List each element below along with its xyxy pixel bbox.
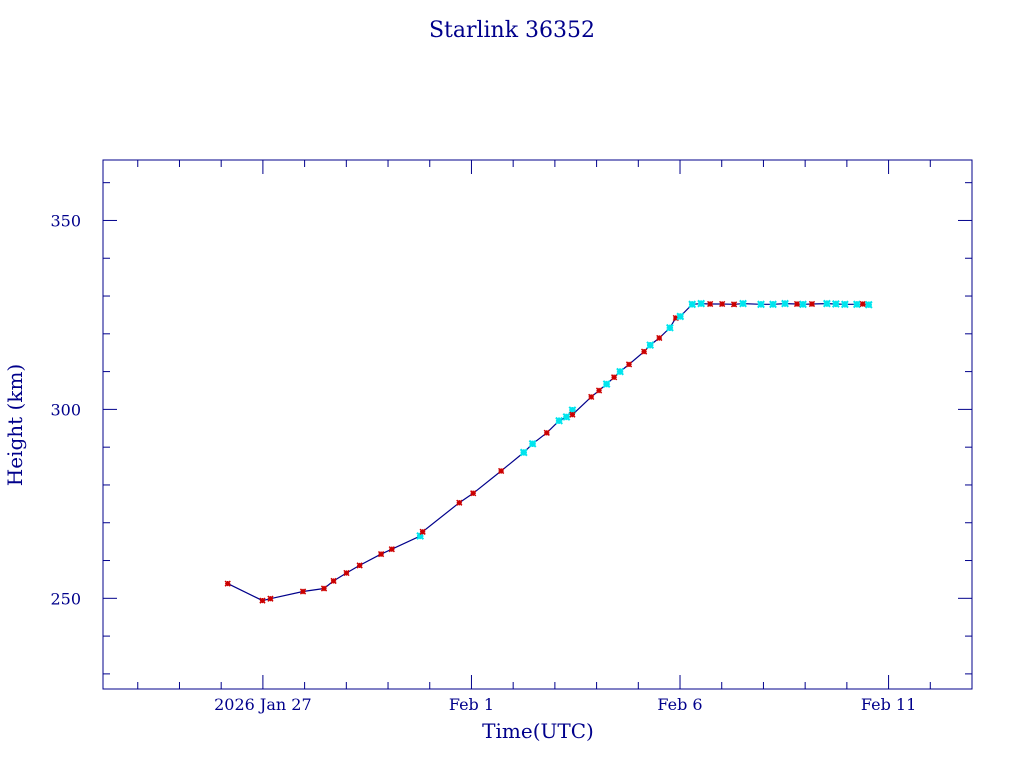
data-point-red — [299, 588, 307, 595]
data-point-red — [343, 569, 350, 577]
data-point-red — [377, 550, 385, 558]
data-point-red — [259, 597, 266, 604]
data-point-red — [793, 300, 801, 308]
y-tick-label: 350 — [50, 211, 81, 230]
series-line — [227, 302, 869, 602]
x-tick-label: Feb 1 — [449, 695, 494, 714]
data-point-red — [419, 528, 426, 535]
y-axis-label: Height (km) — [3, 364, 27, 486]
data-point-cyan — [665, 323, 674, 332]
data-point-cyan — [519, 448, 528, 457]
data-point-red — [625, 361, 633, 368]
y-tick-label: 250 — [50, 589, 81, 608]
data-point-cyan — [616, 367, 624, 376]
data-point-red — [224, 580, 231, 587]
data-point-red — [808, 300, 816, 308]
data-point-cyan — [528, 439, 537, 448]
data-point-cyan — [688, 300, 697, 309]
data-point-red — [672, 314, 679, 322]
data-point-cyan — [822, 299, 831, 308]
data-point-cyan — [781, 299, 789, 308]
x-tick-label: Feb 6 — [657, 695, 702, 714]
plot-area: 250 300 350 2026 Jan 27 Feb 1 Feb 6 Feb 11 — [50, 159, 973, 714]
data-point-cyan — [769, 300, 777, 309]
x-axis-label: Time(UTC) — [482, 719, 594, 743]
data-point-red — [730, 301, 738, 308]
data-point-red — [656, 334, 663, 342]
data-point-cyan — [416, 532, 425, 540]
data-point-red — [707, 300, 714, 308]
data-point-red — [859, 300, 866, 308]
data-point-cyan — [646, 341, 655, 350]
data-point-cyan — [568, 406, 577, 415]
data-point-cyan — [757, 300, 765, 309]
chart-title: Starlink 36352 — [429, 18, 595, 43]
data-point-red — [456, 499, 463, 506]
data-point-red — [610, 374, 618, 381]
plot-frame — [102, 159, 973, 690]
data-point-red — [543, 429, 550, 436]
data-point-red — [569, 411, 576, 418]
data-point-red — [320, 585, 328, 592]
data-point-red — [588, 393, 595, 401]
data-point-cyan — [864, 300, 873, 309]
data-point-cyan — [852, 300, 861, 309]
data-point-red — [640, 348, 648, 355]
data-point-cyan — [739, 299, 747, 308]
data-point-cyan — [602, 380, 611, 388]
x-tick-label: 2026 Jan 27 — [214, 695, 312, 714]
data-point-cyan — [555, 416, 563, 425]
data-point-red — [267, 595, 274, 602]
data-point-cyan — [799, 300, 807, 309]
data-point-cyan — [562, 413, 571, 421]
data-point-red — [595, 387, 603, 394]
data-point-cyan — [831, 300, 840, 308]
data-point-red — [719, 300, 726, 308]
data-point-red — [388, 546, 395, 553]
data-point-cyan — [840, 300, 849, 309]
data-point-red — [356, 562, 363, 569]
x-tick-label: Feb 11 — [861, 695, 916, 714]
data-point-cyan — [676, 312, 685, 321]
data-point-cyan — [697, 299, 706, 308]
data-point-red — [470, 490, 477, 497]
y-tick-label: 300 — [50, 400, 81, 419]
data-point-red — [330, 577, 337, 585]
data-point-red — [498, 467, 505, 475]
